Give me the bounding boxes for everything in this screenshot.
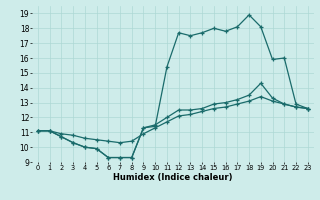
X-axis label: Humidex (Indice chaleur): Humidex (Indice chaleur) bbox=[113, 173, 233, 182]
